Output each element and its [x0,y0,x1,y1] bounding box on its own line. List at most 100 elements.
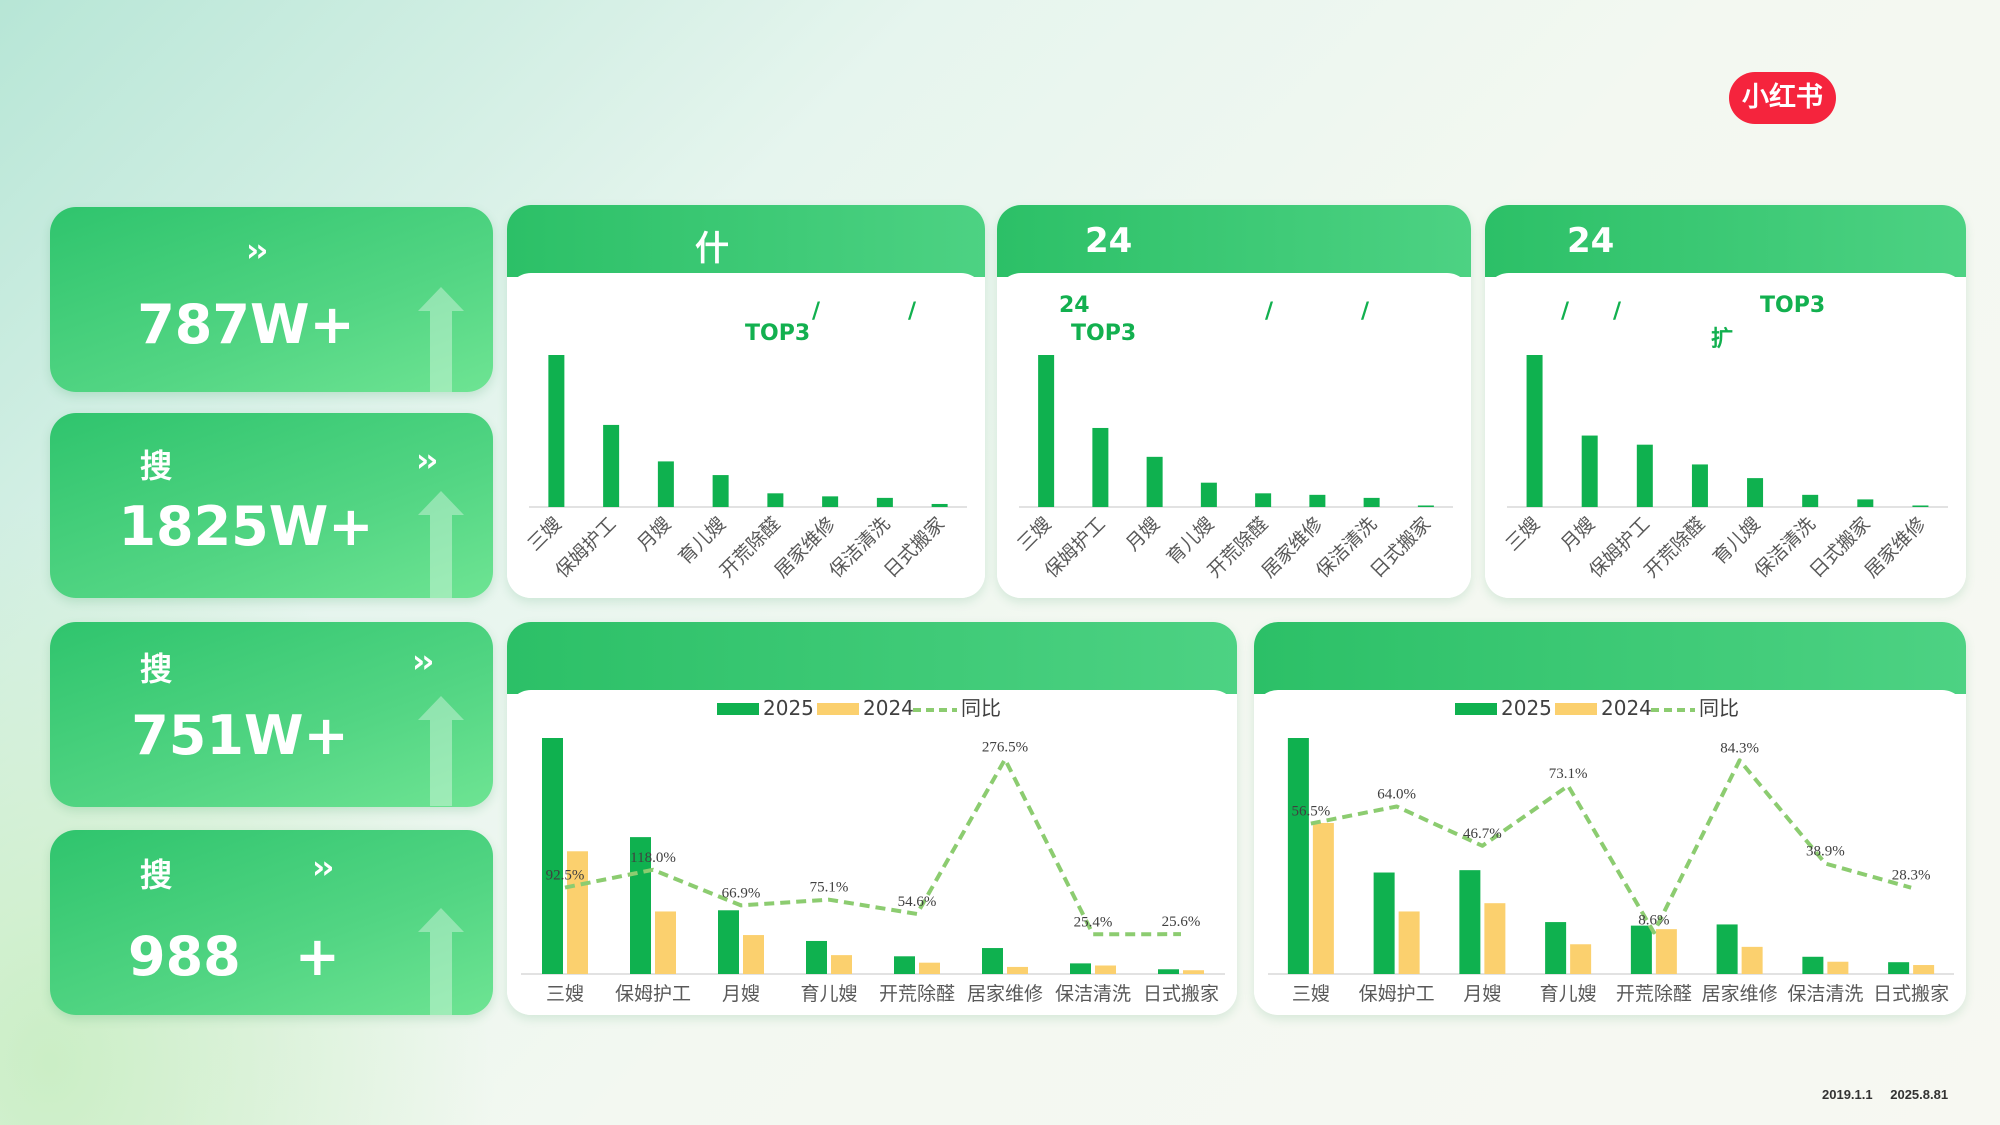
yoy-data-label: 28.3% [1892,868,1931,884]
x-tick-label: 月嫂 [633,513,675,555]
bar-2025 [1802,956,1824,974]
bar [548,355,565,507]
metric-value: 787W+ [137,293,355,356]
bar-2024 [743,935,764,974]
bar [1857,499,1874,507]
bar-2025 [718,910,739,974]
x-tick-label: 保姆护工 [615,983,691,1005]
panel-subtitle-2: 扩 [1711,327,1734,352]
panel-top-2: 24 24 TOP3 / / 三嫂 保姆护工 月嫂 育儿嫂 开荒除醛 居家维修 保洁清洗 日式… [997,205,1471,598]
x-tick-label: 居家维修 [967,983,1043,1005]
yoy-data-label: 75.1% [810,880,849,896]
x-tick-label: 开荒除醛 [1640,513,1709,582]
x-tick-label: 开荒除醛 [1616,983,1692,1005]
metric-card-4: 搜 ›› 988 + [50,830,493,1015]
chevron-right-icon: ›› [416,441,438,479]
legend-label-2025: 2025 [763,696,814,720]
metric-value: 988 + [128,925,340,988]
yoy-data-label: 73.1% [1549,766,1588,782]
bar [1912,505,1929,507]
metric-card-3: 搜 ›› 751W+ [50,622,493,807]
x-tick-label: 育儿嫂 [800,983,857,1005]
bar-2025 [1373,872,1395,974]
bar-2024 [655,911,676,974]
yoy-data-label: 118.0% [630,850,676,866]
panel-subtitle-top3: TOP3 [745,321,811,346]
bar [1526,355,1543,507]
x-tick-label: 保洁清洗 [1787,983,1863,1005]
panel-top-1: 什 / / TOP3 三嫂 保姆护工 月嫂 育儿嫂 开荒除醛 居家维修 保洁清洗 日式搬家 [507,205,985,598]
metric-card-2: 搜 ›› 1825W+ [50,413,493,598]
yoy-line [564,757,1182,937]
x-tick-label: 月嫂 [1463,983,1501,1005]
metric-label: 搜 [140,650,173,688]
bar-2024 [1007,966,1028,974]
bar [1038,355,1055,507]
x-tick-label: 日式搬家 [1366,513,1435,582]
bar-2025 [1070,963,1091,974]
bar-2025 [1630,925,1652,974]
legend-swatch-2025 [717,703,759,715]
background-glow [0,500,500,1125]
bar-2024 [831,955,852,974]
yoy-data-label: 25.4% [1074,914,1113,930]
bar [1747,478,1764,507]
panel-header [507,622,1237,694]
bar [767,493,784,507]
panel-header [1254,622,1966,694]
bar-2024 [1570,944,1592,974]
yoy-data-label: 84.3% [1720,740,1759,756]
legend-swatch-2025 [1455,703,1497,715]
bar [1581,435,1598,507]
x-tick-label: 三嫂 [523,513,565,555]
yoy-data-label: 276.5% [982,739,1028,755]
bar [1200,482,1217,507]
bar [1146,456,1163,507]
x-tick-label: 保洁清洗 [1055,983,1131,1005]
metric-card-1: ›› 787W+ [50,207,493,392]
panel-bottom-2: 2025 2024 同比 三嫂 保姆护工 月嫂 育儿嫂 开荒除醛 居家维修 保洁清洗 日式搬家 56.… [1254,622,1966,1015]
x-tick-label: 三嫂 [1292,983,1330,1005]
bar-2025 [542,738,563,974]
up-arrow-icon [418,491,464,598]
legend-label-yoy: 同比 [961,696,1001,720]
legend-label-2024: 2024 [863,696,914,720]
panel-top-3: 24 / / TOP3 扩 三嫂 月嫂 保姆护工 开荒除醛 育儿嫂 保洁清洗 日式搬家 居家维… [1485,205,1966,598]
bar [1802,494,1819,507]
panel-subtitle: / / [1561,299,1622,324]
bar [1636,444,1653,507]
bar-2024 [1312,822,1334,974]
bar-2024 [1655,929,1677,974]
x-tick-label: 月嫂 [1122,513,1164,555]
yoy-data-label: 92.5% [546,868,585,884]
bar-2024 [919,962,940,974]
panel-subtitle-top3: TOP3 [1071,321,1137,346]
bar-2024 [1741,946,1763,974]
legend-swatch-2024 [817,703,859,715]
bar-2024 [1827,961,1849,974]
x-tick-label: 保姆护工 [551,513,620,582]
bar [1309,494,1326,507]
yoy-data-label: 54.6% [898,894,937,910]
bar [1691,464,1708,507]
bar-2025 [1459,870,1481,974]
x-tick-label: 日式搬家 [1873,983,1949,1005]
bar [1092,427,1109,507]
bar [603,424,620,507]
legend-swatch-2024 [1555,703,1597,715]
bar-2025 [1716,924,1738,974]
metric-label: 搜 [140,856,173,894]
x-tick-label: 月嫂 [1557,513,1599,555]
x-tick-label: 日式搬家 [880,513,949,582]
bar-2024 [1398,911,1420,974]
x-tick-label: 保姆护工 [1041,513,1110,582]
bar [657,461,674,507]
panel-body: 24 TOP3 / / [997,273,1471,598]
x-tick-label: 日式搬家 [1143,983,1219,1005]
bar-2024 [1913,965,1935,974]
panel-header: 什 [507,205,985,277]
panel-subtitle-2: / / [1265,299,1370,324]
bar [931,503,948,507]
